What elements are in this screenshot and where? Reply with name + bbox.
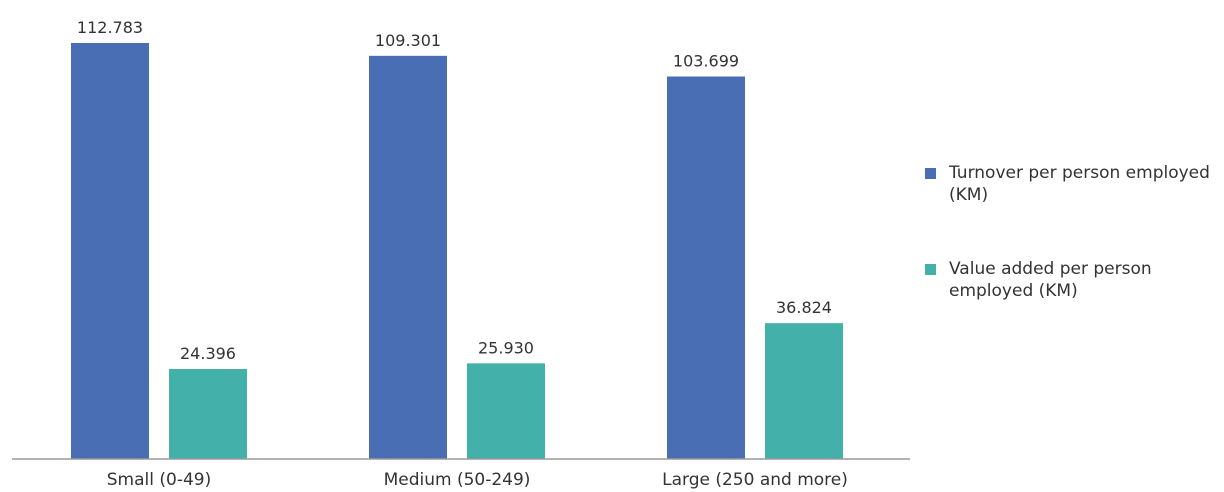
bar-turnover-large (667, 76, 745, 460)
bar-value-added-large (765, 323, 843, 459)
value-labels-layer: 112.783 24.396 109.301 25.930 103.699 36.824 (77, 18, 832, 363)
legend-swatch-value-added (925, 264, 936, 275)
legend-item-value-added: Value added per person employed (KM) (925, 258, 1220, 302)
legend-label-turnover: Turnover per person employed (KM) (949, 163, 1210, 205)
data-label-value-added-large: 36.824 (776, 298, 832, 317)
legend-label-value-added: Value added per person employed (KM) (949, 259, 1152, 301)
legend: Turnover per person employed (KM) Value … (925, 162, 1220, 302)
data-label-turnover-small: 112.783 (77, 18, 143, 37)
data-label-turnover-medium: 109.301 (375, 31, 441, 50)
category-label-medium: Medium (50-249) (384, 470, 531, 490)
bar-turnover-small (71, 43, 149, 459)
data-label-value-added-small: 24.396 (180, 344, 236, 363)
data-label-value-added-medium: 25.930 (478, 338, 534, 357)
data-label-turnover-large: 103.699 (673, 52, 739, 71)
bar-value-added-medium (467, 363, 545, 459)
category-labels-layer: Small (0-49) Medium (50-249) Large (250 an… (107, 470, 848, 490)
bar-value-added-small (169, 369, 247, 459)
category-label-large: Large (250 and more) (662, 470, 848, 490)
bars-layer (71, 43, 843, 460)
category-label-small: Small (0-49) (107, 470, 211, 490)
legend-swatch-turnover (925, 168, 936, 179)
bar-turnover-medium (369, 55, 447, 459)
legend-item-turnover: Turnover per person employed (KM) (925, 162, 1220, 206)
